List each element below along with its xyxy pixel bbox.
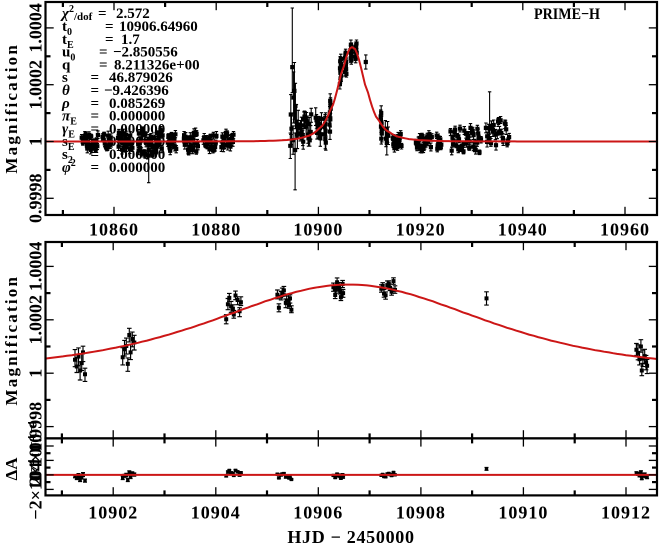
svg-text:ρ: ρ [61, 96, 70, 112]
svg-text:ΔA: ΔA [2, 457, 21, 481]
svg-text:Magnification: Magnification [2, 43, 21, 174]
svg-text:φ2: φ2 [62, 158, 76, 176]
svg-text:s: s [62, 70, 68, 86]
svg-text:=: = [91, 147, 100, 163]
svg-text:γE: γE [62, 121, 75, 140]
svg-text:1.7: 1.7 [121, 32, 140, 48]
svg-text:10908: 10908 [396, 502, 446, 522]
svg-text:1.0002: 1.0002 [26, 60, 46, 110]
svg-text:10920: 10920 [396, 219, 446, 239]
svg-text:=: = [91, 70, 100, 86]
svg-text:10940: 10940 [498, 219, 548, 239]
svg-text:=: = [91, 160, 100, 176]
svg-text:0.085269: 0.085269 [109, 96, 165, 112]
svg-text:8.211326e+00: 8.211326e+00 [114, 57, 200, 73]
svg-text:0: 0 [26, 470, 46, 479]
svg-text:=: = [105, 19, 114, 35]
svg-text:10880: 10880 [191, 219, 241, 239]
svg-text:=: = [99, 45, 108, 61]
svg-text:10912: 10912 [601, 502, 651, 522]
svg-text:0.000000: 0.000000 [109, 109, 165, 125]
svg-text:0.9998: 0.9998 [26, 174, 46, 224]
svg-text:=: = [99, 57, 108, 73]
svg-text:10904: 10904 [191, 502, 241, 522]
svg-text:0.000000: 0.000000 [109, 160, 165, 176]
svg-text:−2×10−4: −2×10−4 [25, 459, 46, 519]
svg-text:−9.426396: −9.426396 [104, 83, 169, 99]
svg-text:10902: 10902 [88, 502, 138, 522]
svg-text:0.9998: 0.9998 [26, 402, 46, 452]
svg-text:10960: 10960 [600, 219, 650, 239]
svg-text:46.879026: 46.879026 [109, 70, 173, 86]
svg-text:1: 1 [26, 137, 46, 146]
svg-text:PRIME−H: PRIME−H [534, 6, 600, 23]
svg-text:=: = [91, 109, 100, 125]
svg-text:1.0004: 1.0004 [26, 3, 46, 53]
svg-text:t0: t0 [62, 19, 72, 38]
svg-text:1: 1 [26, 369, 46, 378]
svg-text:Magnification: Magnification [2, 275, 21, 406]
svg-text:q: q [62, 57, 71, 73]
svg-text:χ2/dof: χ2/dof [60, 4, 93, 23]
svg-text:10900: 10900 [293, 219, 343, 239]
svg-text:10906: 10906 [293, 502, 343, 522]
svg-text:θ: θ [62, 83, 70, 99]
svg-text:HJD − 2450000: HJD − 2450000 [287, 527, 414, 546]
svg-text:=: = [105, 32, 114, 48]
svg-text:=: = [91, 96, 100, 112]
svg-text:=: = [91, 83, 100, 99]
svg-text:2.572: 2.572 [116, 6, 150, 22]
svg-text:πE: πE [62, 109, 77, 128]
svg-text:1.0002: 1.0002 [26, 295, 46, 345]
svg-text:=: = [98, 6, 107, 22]
svg-text:=: = [91, 121, 100, 137]
svg-text:s2: s2 [62, 147, 73, 166]
svg-text:1.0004: 1.0004 [26, 242, 46, 292]
svg-text:10910: 10910 [498, 502, 548, 522]
svg-text:10860: 10860 [89, 219, 139, 239]
svg-text:10906.64960: 10906.64960 [119, 19, 198, 35]
svg-text:−2.850556: −2.850556 [113, 45, 178, 61]
